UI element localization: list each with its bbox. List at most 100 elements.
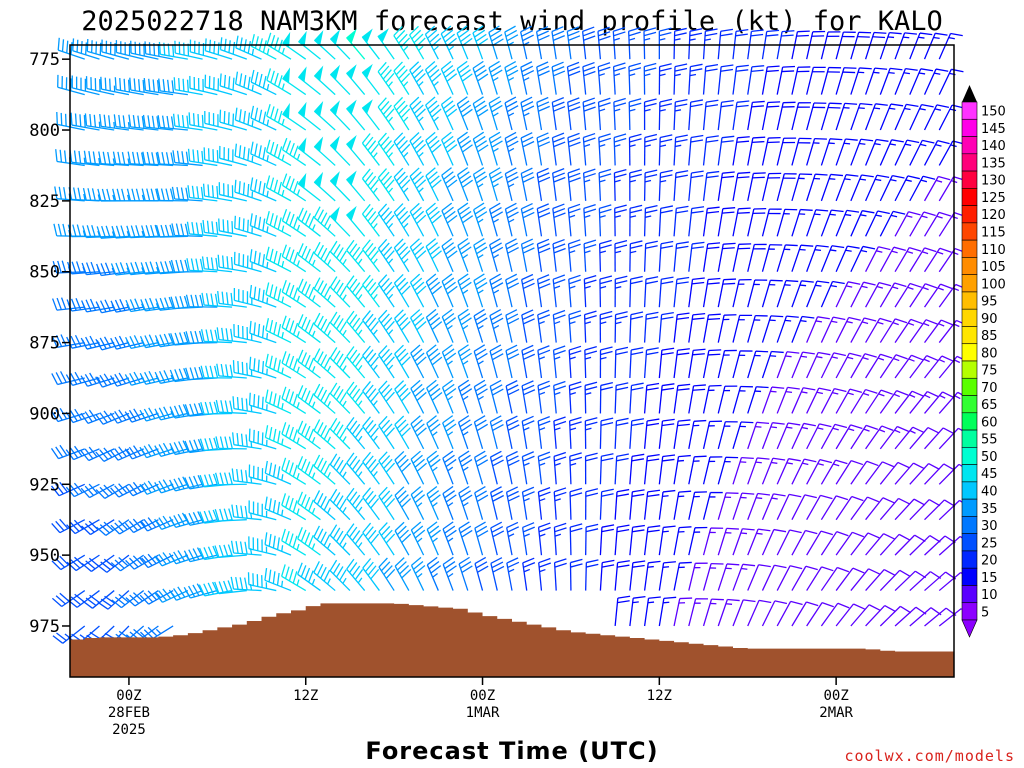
wind-barb [643, 62, 657, 95]
wind-barb [598, 204, 612, 237]
wind-barb [879, 246, 906, 273]
wind-barb [614, 240, 628, 272]
wind-barb [820, 387, 847, 414]
wind-barb [614, 346, 629, 379]
wind-barb [378, 557, 396, 591]
colorbar-swatch [961, 429, 978, 448]
wind-barb [215, 399, 247, 415]
wind-barb [761, 600, 788, 627]
x-tick-label: 12Z [647, 688, 672, 704]
wind-barb [567, 203, 581, 237]
wind-barb [442, 450, 457, 485]
wind-barb [614, 311, 628, 343]
colorbar-swatch [961, 205, 978, 224]
colorbar-swatch [961, 602, 978, 621]
wind-barb [643, 347, 659, 379]
wind-barb [582, 132, 596, 166]
wind-barb [489, 379, 504, 414]
wind-barb [894, 390, 924, 414]
colorbar-swatch [961, 533, 978, 552]
wind-barb [702, 349, 722, 379]
wind-barb [346, 135, 366, 166]
wind-barb [776, 458, 801, 485]
wind-barb [747, 386, 769, 414]
wind-barb [643, 133, 658, 166]
wind-barb [629, 453, 645, 485]
wind-barb [329, 382, 351, 414]
wind-barb [791, 173, 813, 202]
wind-barb [266, 103, 292, 131]
wind-barb [410, 521, 426, 556]
wind-barb [409, 96, 426, 131]
wind-barb [806, 602, 834, 627]
colorbar-swatch [961, 464, 978, 483]
wind-barb [440, 25, 457, 60]
colorbar-swatch [961, 188, 978, 206]
wind-barb [806, 244, 829, 272]
wind-barb [425, 238, 442, 273]
colorbar-swatch [961, 291, 978, 310]
wind-barb [410, 415, 427, 450]
wind-barb [410, 344, 427, 379]
wind-barb [216, 363, 247, 379]
wind-barb [658, 454, 676, 485]
wind-barb [187, 148, 218, 167]
x-tick-label: 2MAR [819, 705, 853, 721]
wind-barb [835, 67, 857, 95]
wind-barb [156, 151, 188, 167]
wind-barb [394, 486, 412, 521]
wind-barb [250, 105, 277, 131]
wind-barb [909, 247, 937, 273]
wind-barb [820, 495, 849, 521]
wind-barb [613, 168, 627, 201]
wind-barb [629, 240, 643, 272]
wind-barb [234, 71, 262, 96]
wind-barb [806, 387, 832, 414]
colorbar-label: 75 [981, 364, 998, 379]
wind-barb [234, 107, 262, 131]
wind-barb [281, 244, 307, 273]
wind-barb [909, 139, 935, 166]
wind-barb [214, 472, 247, 486]
wind-barb [791, 458, 817, 485]
wind-barb [569, 452, 583, 485]
wind-barb [673, 490, 692, 520]
wind-barb [441, 308, 457, 343]
wind-barb [472, 167, 488, 202]
wind-barb [747, 457, 770, 485]
wind-barb [629, 418, 645, 449]
wind-barb [909, 319, 938, 343]
wind-barb [585, 559, 599, 591]
wind-barb [658, 561, 676, 591]
colorbar-label: 100 [981, 277, 1006, 292]
wind-barb [410, 450, 427, 485]
wind-barb [219, 145, 247, 167]
wind-barb [505, 273, 520, 308]
wind-barb [673, 526, 692, 556]
wind-barb [552, 203, 566, 237]
wind-barb [313, 419, 336, 450]
wind-barb [879, 32, 902, 60]
speed-colorbar: 1501451401351301251201151101051009590858… [961, 85, 1006, 638]
colorbar-swatch [961, 567, 978, 586]
wind-barb [702, 420, 722, 449]
colorbar-swatch [961, 257, 978, 275]
wind-barb [865, 569, 896, 591]
wind-barb [124, 518, 159, 534]
wind-barb [393, 238, 411, 273]
wind-barb [835, 245, 860, 272]
wind-barb [425, 308, 443, 343]
wind-barb [688, 562, 708, 591]
wind-barb [488, 60, 503, 95]
wind-barb [156, 188, 188, 202]
wind-barb [643, 98, 657, 131]
wind-barb [249, 356, 277, 379]
wind-barb [313, 136, 336, 166]
wind-barb [125, 590, 159, 607]
wind-barb [70, 112, 100, 131]
wind-barb [264, 567, 292, 592]
wind-barb [489, 238, 504, 272]
colorbar-label: 150 [981, 105, 1006, 120]
wind-barb [732, 278, 752, 308]
wind-barb [474, 486, 489, 520]
